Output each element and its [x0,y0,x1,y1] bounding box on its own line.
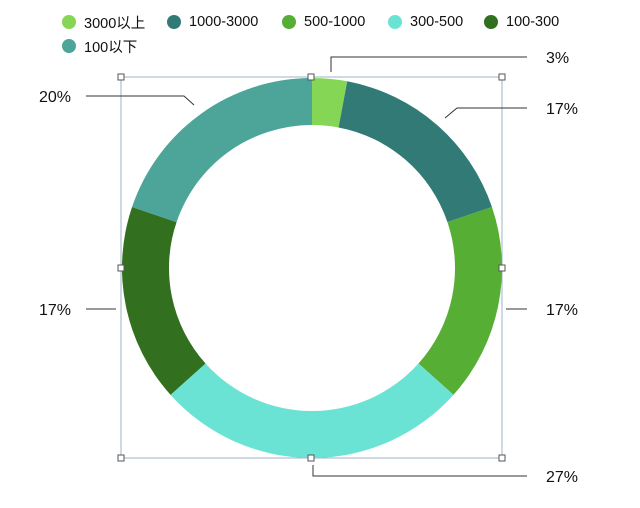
legend-label: 100以下 [84,39,138,56]
donut-slice-300-500[interactable] [170,363,454,458]
data-label-500-1000: 17% [546,302,578,319]
legend-item-300-500[interactable]: 300-500 [388,12,463,32]
legend-swatch-icon [484,15,498,29]
legend-label: 1000-3000 [189,14,259,30]
data-label-1000-3000: 17% [546,101,578,118]
resize-handle-top[interactable] [307,73,315,81]
legend-item-100-minus[interactable]: 100以下 [62,36,137,56]
donut-slices [121,78,502,458]
legend-label: 100-300 [506,14,560,30]
resize-handle-top-left[interactable] [117,73,125,81]
leader-line-1000-3000 [444,107,527,119]
resize-handle-bottom-right[interactable] [498,454,506,462]
selection-handles [117,73,506,462]
data-label-3000-plus: 3% [546,50,569,67]
legend-item-3000-plus[interactable]: 3000以上 [62,12,145,32]
resize-handle-bottom[interactable] [307,454,315,462]
legend-label: 500-1000 [304,14,366,30]
legend-swatch-icon [167,15,181,29]
leader-line-3000-plus [330,56,527,72]
donut-slice-3000-plus[interactable] [312,78,348,128]
resize-handle-left[interactable] [117,264,125,272]
legend-swatch-icon [62,15,76,29]
data-label-300-500: 27% [546,469,578,486]
legend-item-100-300[interactable]: 100-300 [484,12,559,32]
leader-line-100-minus [86,95,195,106]
data-label-100-minus: 20% [39,89,71,106]
resize-handle-bottom-left[interactable] [117,454,125,462]
leader-lines [86,56,527,477]
donut-slice-100-minus[interactable] [132,78,312,223]
donut-slice-100-300[interactable] [121,207,206,395]
legend-swatch-icon [388,15,402,29]
legend-item-1000-3000[interactable]: 1000-3000 [167,12,258,32]
legend-item-500-1000[interactable]: 500-1000 [282,12,365,32]
donut-slice-500-1000[interactable] [418,207,502,395]
resize-handle-right[interactable] [498,264,506,272]
legend-label: 3000以上 [84,15,146,32]
data-label-100-300: 17% [39,302,71,319]
legend-label: 300-500 [410,14,464,30]
legend-swatch-icon [282,15,296,29]
donut-slice-1000-3000[interactable] [338,81,492,223]
resize-handle-top-right[interactable] [498,73,506,81]
leader-line-300-500 [312,465,527,477]
legend-swatch-icon [62,39,76,53]
